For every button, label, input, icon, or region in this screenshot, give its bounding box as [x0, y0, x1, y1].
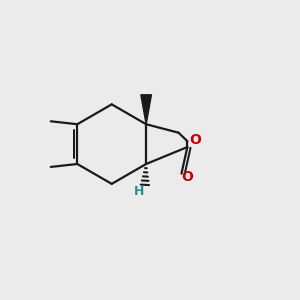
Text: O: O — [181, 170, 193, 184]
Polygon shape — [141, 95, 152, 124]
Text: O: O — [189, 133, 201, 147]
Text: H: H — [134, 185, 145, 198]
